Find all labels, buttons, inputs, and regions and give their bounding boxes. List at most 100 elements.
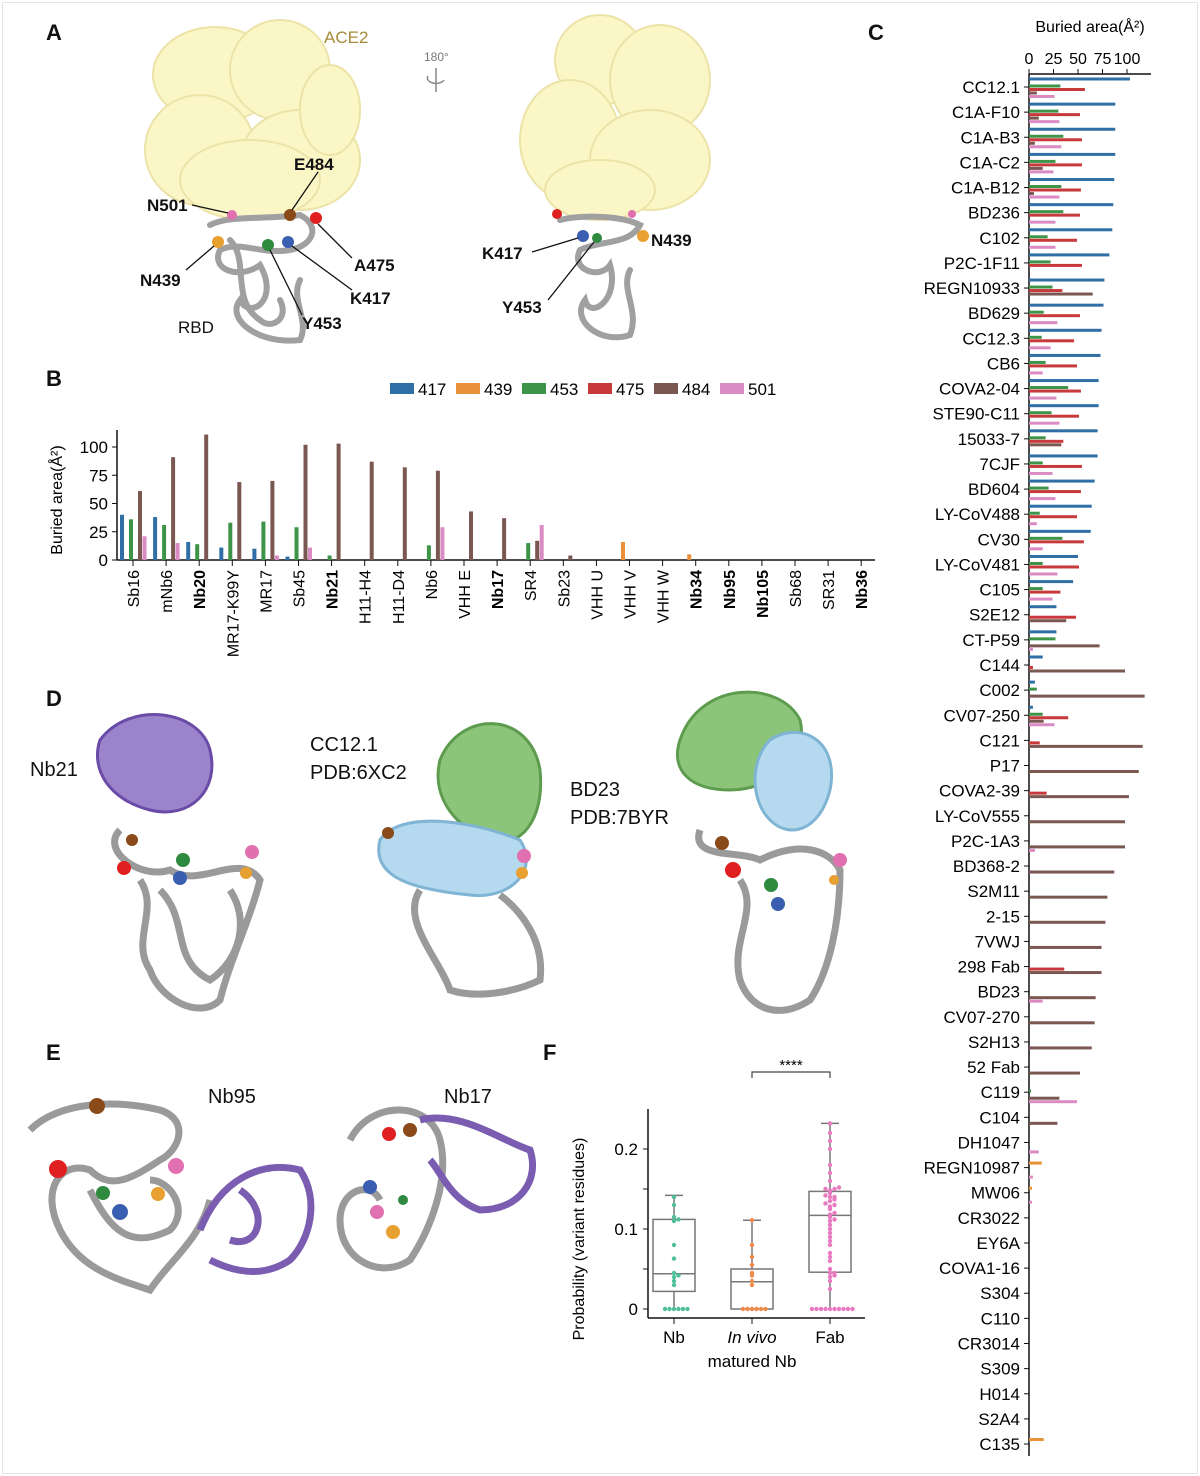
bar-484-CV07-250 [1029, 719, 1044, 723]
legend-label-484: 484 [682, 380, 710, 399]
x-tick-label: Nb34 [689, 570, 706, 609]
data-point [827, 1130, 833, 1136]
bar-417-C1A-B3 [1029, 127, 1116, 131]
data-point [827, 1258, 833, 1264]
data-point [671, 1270, 677, 1276]
bar-501-BD23 [1029, 999, 1043, 1003]
bar-501-LY-CoV481 [1029, 572, 1058, 576]
data-point [745, 1306, 750, 1312]
bar-417-7CJF [1029, 454, 1098, 458]
ace2-label: ACE2 [324, 28, 369, 47]
bar-501-REGN10987 [1029, 1175, 1033, 1179]
data-point [749, 1218, 755, 1223]
x-tick-label: 25 [1045, 51, 1063, 68]
y-tick-label: REGN10933 [924, 279, 1020, 298]
x-tick-label: H11-H4 [358, 570, 375, 624]
y-tick-label: DH1047 [958, 1133, 1020, 1152]
y-tick-label: 15033-7 [958, 430, 1020, 449]
data-point [832, 1306, 837, 1312]
bar-501-C1A-B12 [1029, 195, 1060, 199]
y-tick-label: CR3022 [958, 1209, 1020, 1228]
panel-b-bar-chart: 0 25 50 75 100 Buried area(Å²) Sb16 mNb6 Nb20 MR1… [47, 380, 875, 657]
x-tick-label: Fab [815, 1328, 844, 1347]
bar-484-P2C-1A3 [1029, 845, 1126, 849]
bar-475-298 Fab [1029, 967, 1065, 971]
data-point [827, 1266, 833, 1272]
x-tick-label: Nb95 [722, 570, 739, 609]
bar-453-CV07-250 [1029, 712, 1043, 716]
bar-475-C105 [1029, 590, 1061, 594]
bar-439-REGN10987 [1029, 1161, 1042, 1165]
bar-417-C144 [1029, 655, 1043, 659]
data-point [671, 1306, 677, 1312]
data-point [827, 1204, 833, 1209]
legend-swatch-417 [390, 383, 414, 394]
bar-484-C121 [1029, 744, 1143, 748]
x-tick-label: MR17-K99Y [225, 570, 242, 657]
bar-439-C135 [1029, 1438, 1044, 1442]
bar-501-BD604 [1029, 497, 1056, 501]
panel-label-f: F [543, 1040, 557, 1065]
y-tick-label: CV07-250 [943, 706, 1020, 725]
data-point [685, 1306, 690, 1312]
label-leader-lines [185, 171, 353, 316]
x-tick-label: Sb45 [292, 570, 309, 607]
bar-484-COVA2-39 [1029, 795, 1129, 799]
bar-501-CB6 [1029, 371, 1043, 375]
data-point [827, 1162, 833, 1168]
y-tick-label: MW06 [971, 1184, 1020, 1203]
x-tick-label: In vivo [727, 1328, 776, 1347]
data-point [845, 1306, 851, 1312]
bar-453-CT-P59 [1029, 637, 1056, 641]
bar-484-C104 [1029, 1121, 1058, 1125]
data-point [827, 1194, 833, 1200]
data-point [676, 1306, 681, 1312]
y-tick-label: CR3014 [958, 1335, 1020, 1354]
bar-475-P2C-1F11 [1029, 263, 1082, 267]
bar-475-7CJF [1029, 464, 1082, 468]
bar-484-C144 [1029, 669, 1126, 673]
data-point [749, 1306, 755, 1312]
y-tick-label: CB6 [987, 354, 1020, 373]
y-axis-label: Buried area(Å²) [47, 445, 66, 554]
cc121-structure [377, 722, 545, 998]
panel-label-a: A [46, 20, 62, 45]
bar-484-S2H13 [1029, 1046, 1092, 1050]
bar-475-C1A-B3 [1029, 138, 1082, 142]
bar-484-S2M11 [1029, 895, 1108, 899]
data-point [671, 1274, 677, 1280]
bar-417-Nb20 [186, 541, 191, 560]
bar-453-Nb21 [327, 555, 332, 560]
rbd-ribbon-left [207, 211, 316, 344]
x-tick-label: SR4 [523, 570, 540, 601]
y-tick-label: LY-CoV488 [935, 505, 1020, 524]
bar-484-SR4 [535, 540, 540, 560]
bar-453-C1A-F10 [1029, 109, 1059, 113]
bar-453-MR17 [261, 521, 266, 560]
x-tick-label: 75 [1094, 51, 1112, 68]
bar-484-Nb6 [435, 470, 440, 560]
panel-d-structures [95, 690, 847, 1014]
bar-453-C105 [1029, 587, 1043, 591]
x-tick-label: VHH V [623, 570, 640, 619]
x-tick-label: 50 [1069, 51, 1087, 68]
rbd-ribbon-right [557, 213, 645, 341]
y-tick-label: STE90-C11 [932, 405, 1020, 424]
bar-417-P2C-1F11 [1029, 253, 1110, 257]
y-tick-label: P17 [990, 757, 1020, 776]
x-tick-label: Nb36 [854, 570, 871, 609]
data-point [823, 1306, 828, 1312]
data-point [749, 1262, 755, 1268]
bar-417-MR17-K99Y [219, 547, 224, 560]
data-point [671, 1278, 677, 1284]
bar-417-C105 [1029, 580, 1074, 584]
bar-501-CT-P59 [1029, 647, 1033, 651]
data-point [754, 1306, 759, 1312]
bar-484-P17 [1029, 770, 1139, 774]
bar-484-Nb21 [336, 443, 341, 560]
data-point [823, 1186, 828, 1192]
bar-475-C1A-F10 [1029, 113, 1080, 117]
bar-475-STE90-C11 [1029, 414, 1079, 418]
y-tick-label: C104 [979, 1108, 1020, 1127]
